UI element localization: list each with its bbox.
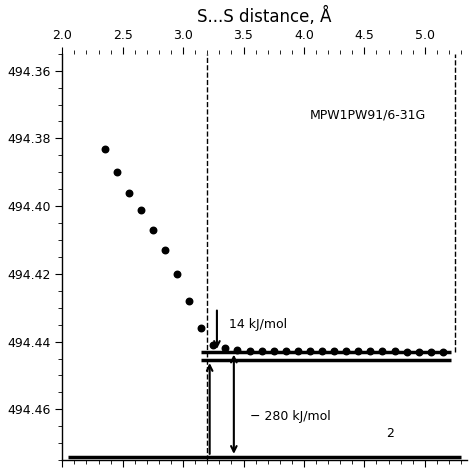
Point bbox=[173, 270, 181, 278]
Point bbox=[294, 347, 301, 355]
Point bbox=[101, 145, 109, 152]
Point bbox=[221, 345, 229, 352]
Point bbox=[234, 346, 241, 354]
Point bbox=[403, 348, 410, 356]
Point bbox=[113, 168, 120, 176]
Point bbox=[149, 226, 157, 234]
Text: 14 kJ/mol: 14 kJ/mol bbox=[229, 318, 287, 331]
Point bbox=[379, 347, 386, 355]
Point bbox=[330, 347, 338, 355]
Point bbox=[246, 347, 253, 355]
Text: 2: 2 bbox=[386, 427, 394, 439]
Point bbox=[198, 324, 205, 332]
X-axis label: S...S distance, Å: S...S distance, Å bbox=[197, 7, 332, 26]
Point bbox=[185, 297, 193, 305]
Point bbox=[137, 206, 145, 213]
Point bbox=[306, 347, 314, 355]
Point bbox=[258, 347, 265, 355]
Point bbox=[391, 347, 398, 355]
Point bbox=[282, 347, 290, 355]
Point bbox=[318, 347, 326, 355]
Point bbox=[427, 349, 435, 356]
Point bbox=[366, 347, 374, 355]
Point bbox=[125, 189, 133, 196]
Point bbox=[210, 341, 217, 349]
Point bbox=[415, 349, 422, 356]
Text: − 280 kJ/mol: − 280 kJ/mol bbox=[249, 410, 330, 423]
Text: MPW1PW91/6-31G: MPW1PW91/6-31G bbox=[310, 108, 426, 121]
Point bbox=[270, 347, 277, 355]
Point bbox=[439, 349, 447, 356]
Point bbox=[161, 246, 169, 254]
Point bbox=[342, 347, 350, 355]
Point bbox=[355, 347, 362, 355]
